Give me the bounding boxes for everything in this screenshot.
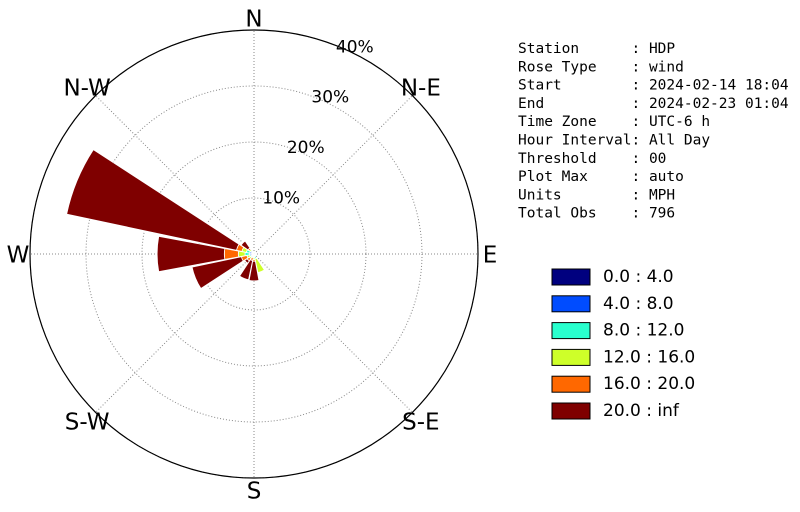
grid-spoke <box>254 254 412 412</box>
direction-label: S-W <box>65 409 110 435</box>
legend-label: 12.0 : 16.0 <box>603 347 695 367</box>
info-line: Start : 2024-02-14 18:04 <box>518 78 789 94</box>
direction-label: N-E <box>401 76 441 102</box>
legend-label: 20.0 : inf <box>603 401 680 421</box>
direction-label: E <box>483 243 498 269</box>
grid-spoke <box>96 254 254 412</box>
r-tick-label: 30% <box>311 88 349 108</box>
legend-swatch <box>552 269 590 285</box>
info-line: Time Zone : UTC-6 h <box>518 114 710 130</box>
r-tick-label: 10% <box>262 188 300 208</box>
info-line: Plot Max : auto <box>518 169 684 185</box>
info-line: Units : MPH <box>518 187 675 203</box>
legend-swatch <box>552 323 590 339</box>
info-line: End : 2024-02-23 01:04 <box>518 96 789 112</box>
legend-swatch <box>552 376 590 392</box>
wedge <box>253 252 254 253</box>
direction-label: W <box>7 243 30 269</box>
direction-label: N <box>245 7 262 33</box>
info-line: Station : HDP <box>518 41 675 57</box>
legend-swatch <box>552 296 590 312</box>
direction-label: S <box>247 479 262 505</box>
r-tick-label: 20% <box>287 138 325 158</box>
legend-label: 16.0 : 20.0 <box>603 374 695 394</box>
legend-swatch <box>552 403 590 419</box>
direction-label: S-E <box>402 409 439 435</box>
info-line: Total Obs : 796 <box>518 206 675 222</box>
info-line: Rose Type : wind <box>518 59 684 75</box>
info-line: Threshold : 00 <box>518 151 666 167</box>
wedge <box>67 150 239 251</box>
legend-label: 8.0 : 12.0 <box>603 321 684 341</box>
r-tick-label: 40% <box>336 37 374 57</box>
legend-label: 4.0 : 8.0 <box>603 294 674 314</box>
info-line: Hour Interval: All Day <box>518 133 710 149</box>
grid-spoke <box>254 96 412 254</box>
legend-label: 0.0 : 4.0 <box>603 267 674 287</box>
legend-swatch <box>552 349 590 365</box>
direction-label: N-W <box>63 76 110 102</box>
